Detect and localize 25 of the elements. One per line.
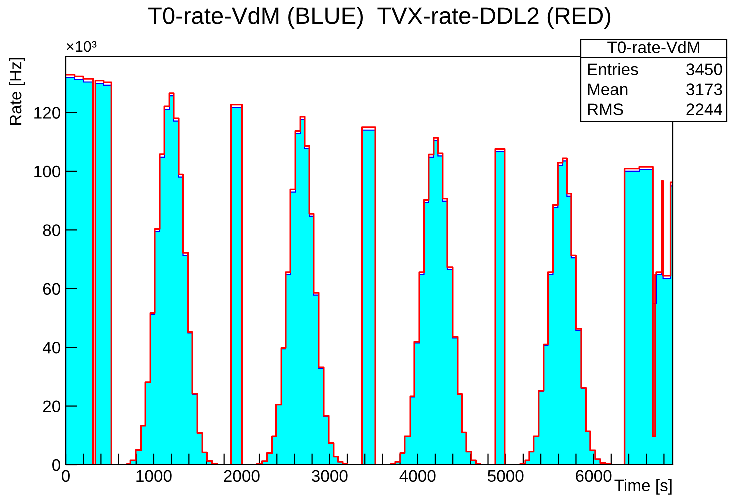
text: T0-rate-VdM: [608, 41, 700, 54]
y-tick-label: 120: [34, 107, 60, 119]
y-axis-title: Rate [Hz]: [9, 58, 25, 126]
x-tick-label: 0: [62, 470, 70, 482]
x-tick-label: 3000: [312, 470, 348, 482]
annotation: Entries: [588, 63, 638, 76]
x-tick-label: 5000: [488, 470, 524, 482]
text: 2244: [686, 104, 723, 116]
x-tick-label: 1000: [136, 470, 172, 482]
y-tick-label: 20: [43, 400, 60, 412]
text: 3173: [686, 84, 722, 96]
y-tick-label: 40: [42, 342, 60, 354]
y-tick-label: 80: [43, 224, 60, 236]
x-axis-title: Time [s]: [614, 479, 672, 495]
y-tick-label: 0: [52, 459, 60, 472]
x-tick-label: 2000: [224, 470, 260, 482]
y-tick-label: 60: [43, 283, 60, 296]
x-tick-label: 6000: [576, 470, 612, 482]
chart-title: T0-rate-VdM (BLUE) TVX-rate-DDL2 (RED): [148, 6, 611, 29]
text: 3450: [686, 64, 722, 76]
annotation: Mean: [588, 84, 628, 96]
annotation: RMS: [588, 104, 624, 116]
x-tick-label: 4000: [400, 470, 436, 482]
y-tick-label: 100: [34, 166, 60, 178]
text: ×10³: [67, 41, 97, 52]
